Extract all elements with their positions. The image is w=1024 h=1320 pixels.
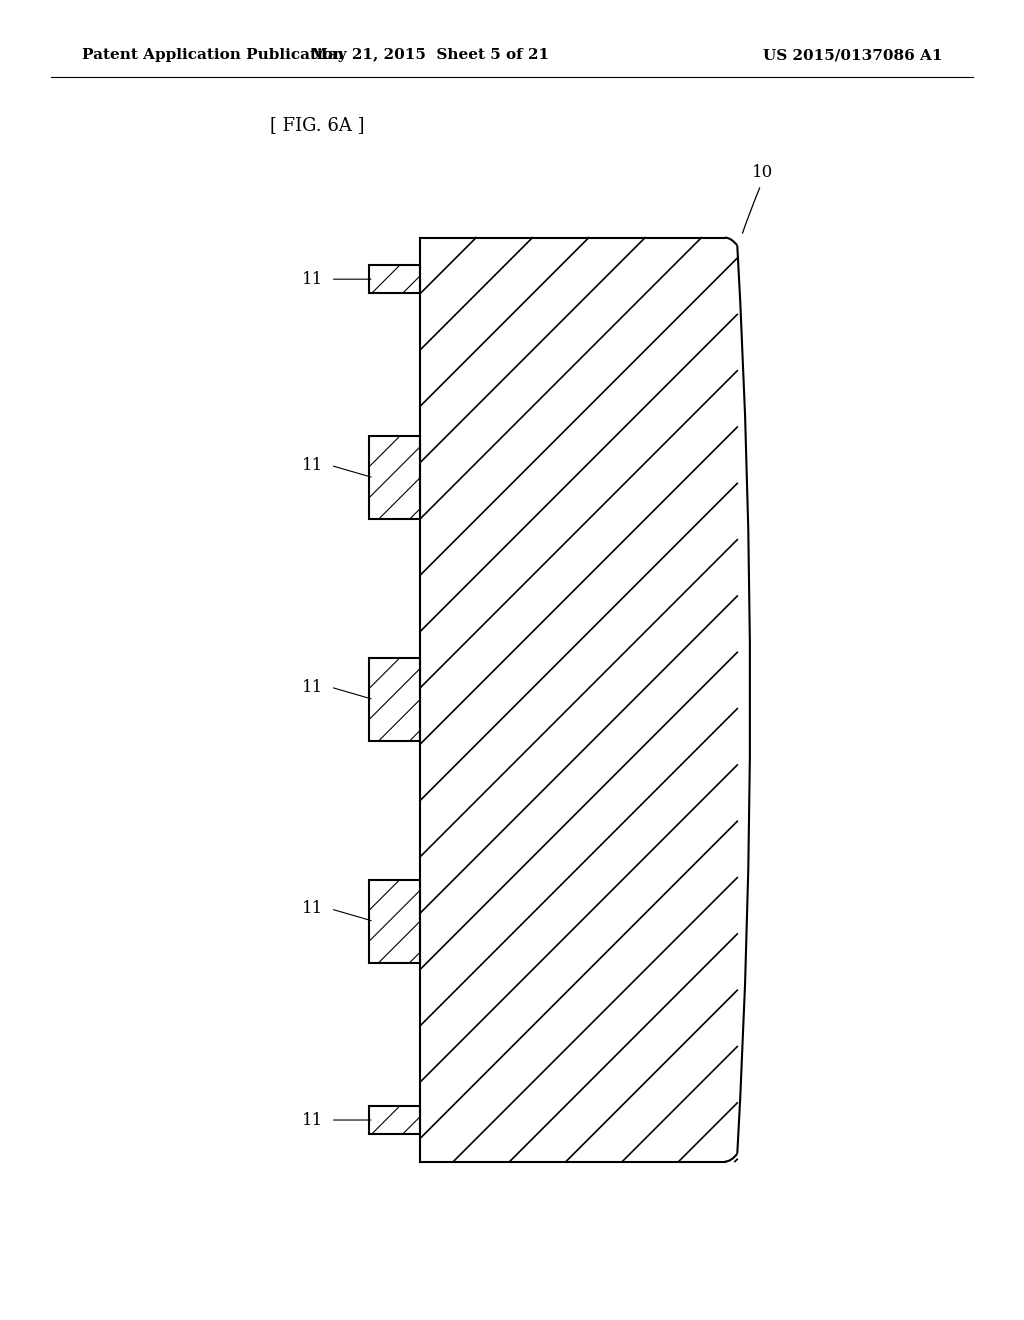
Text: [ FIG. 6A ]: [ FIG. 6A ] bbox=[270, 116, 365, 135]
Text: 11: 11 bbox=[302, 1111, 323, 1129]
Text: Patent Application Publication: Patent Application Publication bbox=[82, 49, 344, 62]
Bar bbox=[369, 880, 420, 964]
Bar bbox=[420, 238, 737, 1162]
Bar bbox=[369, 657, 420, 741]
Text: 11: 11 bbox=[302, 900, 323, 917]
Text: May 21, 2015  Sheet 5 of 21: May 21, 2015 Sheet 5 of 21 bbox=[311, 49, 549, 62]
Text: US 2015/0137086 A1: US 2015/0137086 A1 bbox=[763, 49, 942, 62]
Text: 11: 11 bbox=[302, 457, 323, 474]
Text: 11: 11 bbox=[302, 271, 323, 288]
Bar bbox=[369, 265, 420, 293]
Text: 10: 10 bbox=[753, 164, 773, 181]
Text: 11: 11 bbox=[302, 678, 323, 696]
Bar bbox=[369, 1106, 420, 1134]
Bar bbox=[369, 436, 420, 519]
